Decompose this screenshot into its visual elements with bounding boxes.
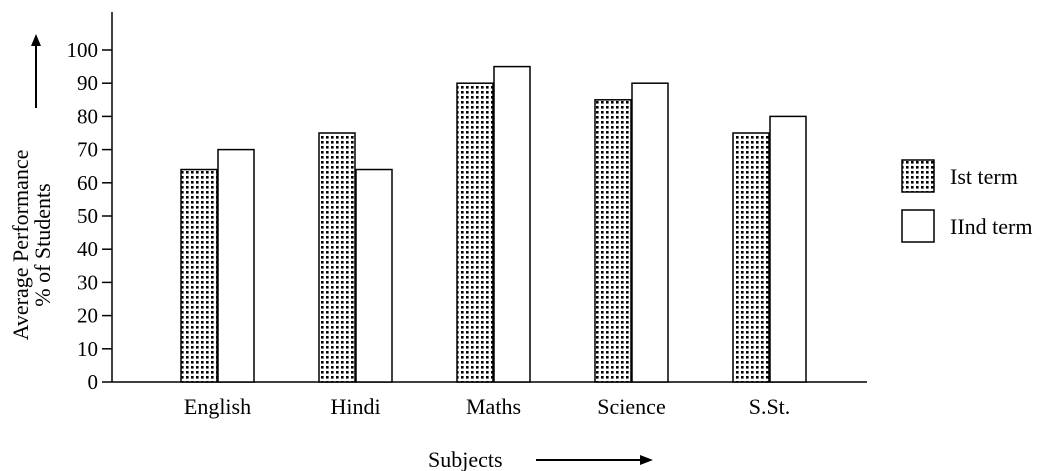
- bar-ist-term-0: [180, 168, 218, 383]
- bars: [180, 65, 807, 383]
- x-category-label: S.St.: [749, 394, 791, 419]
- x-category-label: Science: [597, 394, 665, 419]
- x-category-labels: English Hindi Maths Science S.St.: [184, 394, 790, 419]
- bar-ist-term-1: [318, 132, 356, 383]
- bar-iind-term-3: [631, 82, 669, 383]
- bar-ist-term-4: [732, 132, 770, 383]
- y-tick-label: 30: [77, 270, 98, 294]
- legend-swatch-plain: [901, 209, 935, 243]
- bar-iind-term-1: [355, 168, 393, 383]
- y-axis-title-line2: % of Students: [30, 183, 55, 306]
- y-tick-label: 40: [77, 237, 98, 261]
- y-tick-label: 20: [77, 304, 98, 328]
- legend-label-ist-term: Ist term: [950, 164, 1018, 189]
- y-axis-arrow-icon: [31, 34, 41, 108]
- bar-iind-term-2: [493, 65, 531, 383]
- legend: Ist term IInd term: [901, 159, 1032, 243]
- y-tick-label: 0: [88, 370, 99, 394]
- y-tick-label: 10: [77, 337, 98, 361]
- x-axis-title: Subjects: [428, 447, 503, 471]
- bar-iind-term-4: [769, 115, 807, 383]
- y-tick-label: 90: [77, 71, 98, 95]
- y-axis-title-line1: Average Performance: [8, 150, 33, 341]
- y-ticks: 0 10 20 30 40 50 60 70 80 90 100: [67, 38, 112, 394]
- y-axis-title: Average Performance % of Students: [8, 150, 55, 341]
- y-tick-label: 100: [67, 38, 99, 62]
- y-tick-label: 70: [77, 138, 98, 162]
- y-tick-label: 80: [77, 104, 98, 128]
- bar-iind-term-0: [217, 148, 255, 383]
- legend-label-iind-term: IInd term: [950, 214, 1032, 239]
- legend-item-ist-term: Ist term: [901, 159, 1018, 193]
- bar-ist-term-3: [594, 99, 632, 383]
- y-tick-label: 60: [77, 171, 98, 195]
- x-axis-arrow-icon: [536, 455, 653, 465]
- x-category-label: Hindi: [330, 394, 380, 419]
- legend-item-iind-term: IInd term: [901, 209, 1032, 243]
- y-tick-label: 50: [77, 204, 98, 228]
- x-category-label: Maths: [466, 394, 521, 419]
- x-category-label: English: [184, 394, 251, 419]
- legend-swatch-dotted: [901, 159, 935, 193]
- bar-ist-term-2: [456, 82, 494, 383]
